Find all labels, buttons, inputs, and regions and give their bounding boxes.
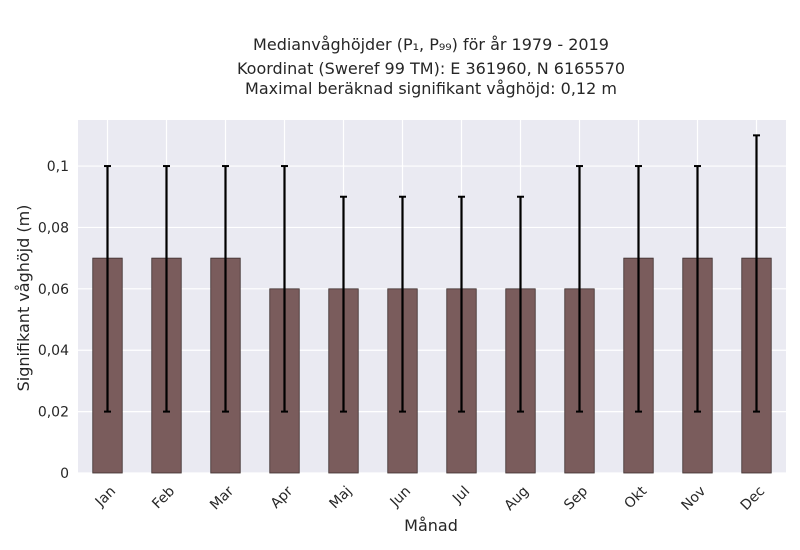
y-tick-label-5: 0,1 [47, 159, 69, 175]
x-tick-label-nov: Nov [679, 483, 710, 514]
y-tick-label-2: 0,04 [38, 343, 69, 359]
y-tick-labels: 0 0,02 0,04 0,06 0,08 0,1 [38, 159, 69, 482]
x-tick-label-dec: Dec [738, 483, 768, 513]
x-tick-label-mar: Mar [207, 483, 237, 513]
x-tick-label-jul: Jul [449, 483, 473, 507]
x-axis-label: Månad [404, 516, 458, 535]
chart-title-line-1: Medianvåghöjder (P₁, P₉₉) för år 1979 - … [253, 35, 609, 54]
y-tick-label-1: 0,02 [38, 405, 69, 421]
plot-area [78, 120, 786, 473]
error-bars [104, 134, 760, 413]
y-tick-label-4: 0,08 [38, 220, 69, 236]
y-tick-label-0: 0 [60, 466, 69, 482]
x-tick-labels: Jan Feb Mar Apr Maj Jun Jul Aug Sep Okt Nov Dec [92, 483, 768, 514]
x-tick-label-aug: Aug [502, 483, 533, 514]
x-tick-label-jun: Jun [387, 483, 414, 510]
x-tick-label-maj: Maj [326, 483, 355, 512]
y-axis-label: Signifikant våghöjd (m) [14, 205, 33, 392]
y-tick-label-3: 0,06 [38, 282, 69, 298]
x-tick-label-okt: Okt [621, 483, 650, 512]
x-tick-label-sep: Sep [561, 483, 591, 513]
x-tick-label-apr: Apr [268, 483, 297, 512]
x-tick-label-jan: Jan [92, 483, 119, 510]
chart-title-line-3: Maximal beräknad signifikant våghöjd: 0,… [245, 79, 617, 98]
chart-title-line-2: Koordinat (Sweref 99 TM): E 361960, N 61… [236, 59, 626, 78]
x-tick-label-feb: Feb [149, 483, 178, 512]
